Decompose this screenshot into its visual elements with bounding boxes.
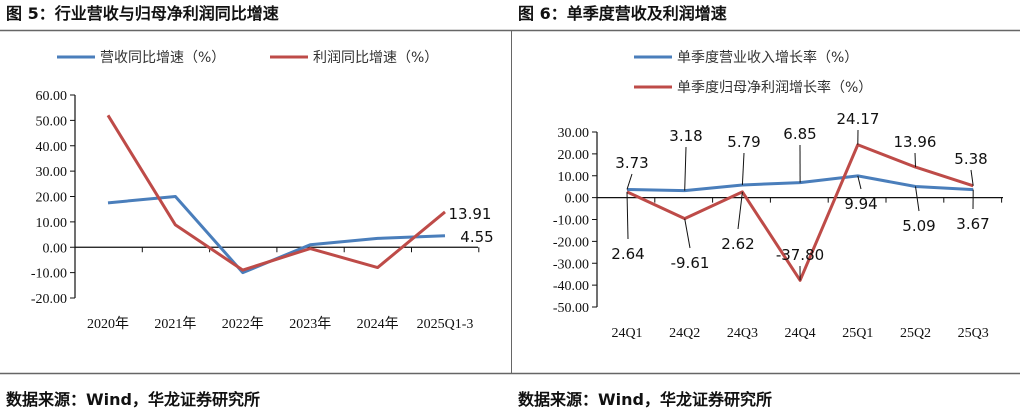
- figure-6-title: 图 6：单季度营收及利润增速: [518, 4, 727, 23]
- chart1-series-line-1: [107, 195, 446, 275]
- chart2-y-tick-label: -20.00: [553, 235, 589, 250]
- chart1-y-tick-label: 30.00: [36, 165, 68, 180]
- chart2-data-label: 24.17: [837, 110, 880, 128]
- chart1-x-tick-label: 2021年: [154, 316, 196, 332]
- chart2-y-tick-label: -40.00: [553, 279, 589, 294]
- chart2-x-tick-label: 24Q4: [785, 326, 816, 341]
- chart2-data-label: -37.80: [776, 246, 824, 264]
- chart2-data-label: 5.09: [902, 217, 935, 235]
- chart2-data-label: 2.62: [721, 235, 754, 253]
- chart1-x-tick-label: 2024年: [357, 316, 399, 332]
- chart1-series-line-2: [106, 114, 446, 272]
- figure-5-title: 图 5：行业营收与归母净利润同比增速: [6, 4, 279, 23]
- chart2-leader-line: [626, 191, 629, 240]
- figure-5-source: 数据来源：Wind，华龙证券研究所: [6, 390, 260, 409]
- chart1-data-label: 4.55: [460, 228, 493, 246]
- chart1-legend-label-1: 营收同比增速（%）: [100, 50, 225, 66]
- chart2-x-tick-label: 24Q3: [727, 326, 758, 341]
- chart1-legend-label-2: 利润同比增速（%）: [313, 50, 438, 66]
- chart1-data-label: 13.91: [449, 205, 492, 223]
- chart2-x-tick-label: 24Q2: [669, 326, 700, 341]
- chart1-x-tick-label: 2022年: [222, 316, 264, 332]
- chart2-legend-label-1: 单季度营业收入增长率（%）: [677, 49, 858, 66]
- chart2-y-tick-label: 20.00: [558, 148, 590, 163]
- chart2-leader-line: [915, 186, 920, 212]
- chart1-y-tick-label: 60.00: [36, 89, 68, 104]
- chart1-y-tick-label: 10.00: [36, 216, 68, 231]
- chart2-data-label: 2.64: [611, 245, 644, 263]
- chart2-data-label: 5.38: [954, 150, 987, 168]
- chart2-y-tick-label: -50.00: [553, 301, 589, 316]
- chart2-data-label: 3.73: [615, 154, 648, 172]
- chart2-y-tick-label: 10.00: [558, 170, 590, 185]
- chart2-leader-line: [737, 191, 743, 230]
- chart1-y-tick-label: -10.00: [31, 267, 67, 282]
- chart2-data-label: -9.61: [671, 254, 710, 272]
- chart2-leader-line: [684, 218, 691, 249]
- chart2-data-label: 3.67: [956, 215, 989, 233]
- chart2-leader-line: [857, 175, 862, 190]
- chart2-leader-line: [626, 173, 633, 190]
- chart1-x-tick-label: 2025Q1-3: [417, 317, 474, 332]
- chart2-data-label: 13.96: [894, 133, 937, 151]
- chart2-y-tick-label: 0.00: [565, 192, 590, 207]
- chart2-x-tick-label: 24Q1: [611, 326, 642, 341]
- chart2-x-tick-label: 25Q2: [900, 326, 931, 341]
- chart1-y-tick-label: 40.00: [36, 140, 68, 155]
- chart2-data-label: 5.79: [727, 133, 760, 151]
- chart2-data-label: 6.85: [783, 125, 816, 143]
- chart2-leader-line: [970, 169, 974, 186]
- chart1-y-tick-label: 0.00: [43, 241, 68, 256]
- chart1-y-tick-label: 20.00: [36, 191, 68, 206]
- chart1-x-tick-label: 2020年: [87, 316, 129, 332]
- chart2-y-tick-label: -30.00: [553, 257, 589, 272]
- chart2-x-tick-label: 25Q1: [842, 326, 873, 341]
- figure-6-source: 数据来源：Wind，华龙证券研究所: [518, 390, 772, 409]
- chart2-x-tick-label: 25Q3: [958, 326, 989, 341]
- chart2-leader-line: [684, 146, 687, 191]
- chart2-y-tick-label: -10.00: [553, 214, 589, 229]
- chart1-y-tick-label: -20.00: [31, 292, 67, 307]
- chart2-legend-label-2: 单季度归母净利润增长率（%）: [677, 79, 872, 96]
- chart2-leader-line: [914, 152, 916, 168]
- chart2-y-tick-label: 30.00: [558, 126, 590, 141]
- chart2-leader-line: [741, 152, 745, 185]
- chart2-data-label: 9.94: [844, 195, 877, 213]
- chart1-x-tick-label: 2023年: [289, 316, 331, 332]
- chart1-y-tick-label: 50.00: [36, 114, 68, 129]
- chart2-data-label: 3.18: [669, 127, 702, 145]
